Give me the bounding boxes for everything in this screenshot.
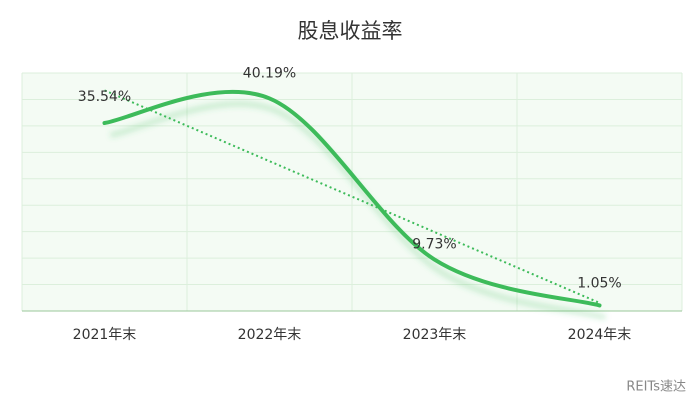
x-tick-label: 2022年末 — [238, 327, 302, 343]
x-tick-label: 2024年末 — [568, 327, 632, 343]
x-tick-label: 2023年末 — [403, 327, 467, 343]
line-shadow — [110, 101, 607, 320]
data-label: 1.05% — [577, 275, 621, 291]
data-label: 9.73% — [412, 237, 456, 253]
data-label: 40.19% — [243, 65, 296, 81]
watermark: REITs速达 — [626, 380, 686, 395]
data-label: 35.54% — [78, 89, 131, 105]
line — [102, 89, 602, 308]
chart-title: 股息收益率 — [298, 19, 403, 43]
x-tick-label: 2021年末 — [73, 327, 137, 343]
